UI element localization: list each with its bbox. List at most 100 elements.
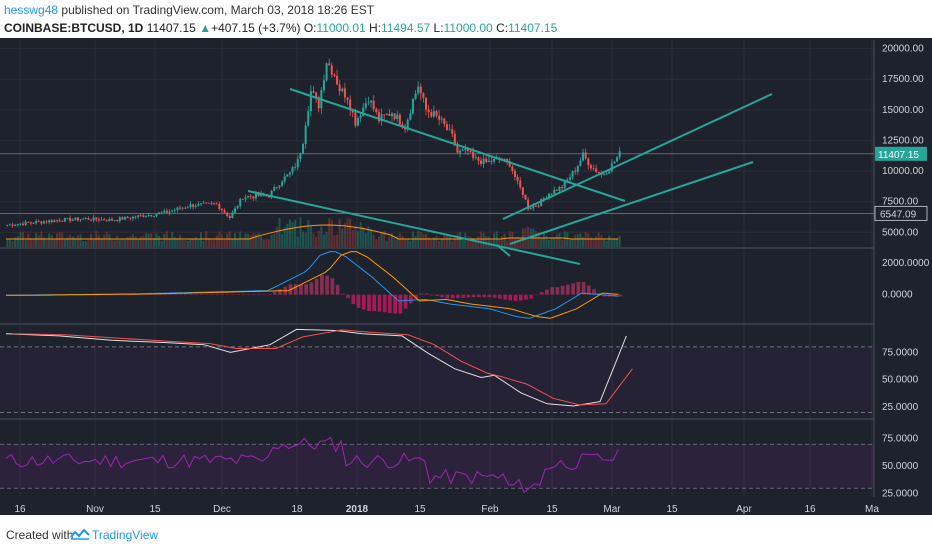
volume-bar bbox=[341, 228, 344, 247]
chart-area[interactable]: 16 Nov 15 Dec 18 2018 15 Feb 15 Mar 15 Apr 16 Ma 20000… bbox=[0, 38, 932, 515]
up-arrow-icon: ▲ bbox=[199, 21, 212, 35]
candle-body bbox=[527, 199, 530, 210]
candle-body bbox=[616, 157, 619, 162]
candle-body bbox=[126, 216, 129, 218]
macd-histogram-bar bbox=[555, 287, 560, 295]
volume-bar bbox=[194, 237, 197, 247]
volume-bar bbox=[192, 238, 195, 247]
chart-svg[interactable]: 16 Nov 15 Dec 18 2018 15 Feb 15 Mar 15 Apr 16 Ma 20000… bbox=[0, 38, 932, 515]
tradingview-brand[interactable]: TradingView bbox=[92, 528, 159, 542]
volume-bar bbox=[74, 237, 77, 247]
volume-bar bbox=[605, 240, 608, 247]
volume-bar bbox=[320, 226, 323, 247]
candle-body bbox=[474, 157, 477, 159]
macd-histogram-bar bbox=[210, 294, 214, 295]
panes bbox=[0, 40, 875, 497]
volume-bar bbox=[90, 234, 93, 247]
tradingview-logo-icon[interactable] bbox=[70, 527, 90, 541]
volume-bar bbox=[595, 236, 598, 247]
volume-bar bbox=[459, 232, 462, 247]
volume-bar bbox=[220, 234, 223, 247]
author-link[interactable]: hesswg48 bbox=[4, 3, 59, 17]
candle-body bbox=[307, 111, 310, 126]
volume-bar bbox=[443, 234, 446, 247]
macd-histogram-bar bbox=[550, 287, 555, 295]
volume-bar bbox=[294, 219, 297, 247]
candle-body bbox=[254, 193, 257, 199]
volume-bar bbox=[322, 234, 325, 247]
volume-bar bbox=[553, 238, 556, 247]
macd-histogram-bar bbox=[518, 294, 523, 301]
candle-body bbox=[66, 217, 69, 219]
trendline bbox=[289, 88, 626, 202]
volume-bar bbox=[273, 233, 276, 247]
x-tick-label: 2018 bbox=[346, 504, 369, 515]
candle-body bbox=[516, 176, 519, 181]
macd-histogram-bar bbox=[262, 294, 267, 295]
candle-body bbox=[336, 75, 339, 85]
volume-bar bbox=[304, 232, 307, 247]
candle-body bbox=[105, 220, 108, 222]
candle-body bbox=[312, 91, 315, 93]
candle-body bbox=[304, 125, 307, 144]
macd-histogram-bar bbox=[351, 294, 356, 305]
candle-body bbox=[568, 177, 571, 180]
candle-body bbox=[364, 103, 367, 108]
price-change: +407.15 (+3.7%) bbox=[211, 21, 301, 35]
candle-body bbox=[537, 205, 540, 207]
candle-body bbox=[40, 221, 43, 224]
candle-body bbox=[367, 102, 370, 104]
volume-bar bbox=[19, 232, 22, 247]
volume-bar bbox=[385, 240, 388, 247]
volume-bar bbox=[84, 240, 87, 247]
macd-histogram-bar bbox=[508, 294, 513, 301]
volume-bar bbox=[179, 235, 182, 247]
x-tick-label: 16 bbox=[804, 504, 816, 515]
candle-body bbox=[61, 221, 64, 223]
volume-bar bbox=[139, 236, 142, 247]
volume-bar bbox=[566, 232, 569, 247]
macd-histogram-bar bbox=[356, 294, 361, 308]
volume-bar bbox=[398, 233, 401, 247]
volume-bar bbox=[244, 233, 247, 247]
candle-body bbox=[192, 204, 195, 207]
candle-body bbox=[388, 113, 391, 116]
macd-histogram-bar bbox=[361, 294, 366, 310]
volume-bar bbox=[32, 239, 35, 247]
macd-histogram-bar bbox=[267, 294, 272, 295]
macd-histogram-bar bbox=[335, 284, 340, 295]
candle-body bbox=[74, 217, 77, 220]
volume-bar bbox=[555, 234, 558, 247]
volume-bar bbox=[474, 240, 477, 247]
candle-body bbox=[90, 219, 93, 221]
candle-body bbox=[286, 174, 289, 177]
volume-bar bbox=[370, 228, 373, 247]
candle-body bbox=[582, 152, 585, 161]
symbol-label[interactable]: COINBASE:BTCUSD, 1D bbox=[4, 21, 144, 35]
volume-bar bbox=[349, 218, 352, 247]
candle-body bbox=[35, 221, 38, 224]
candle-body bbox=[511, 166, 514, 172]
volume-bar bbox=[158, 236, 161, 247]
candle-body bbox=[87, 218, 90, 220]
volume-bar bbox=[493, 233, 496, 247]
symbol-info: COINBASE:BTCUSD, 1D 11407.15 ▲+407.15 (+… bbox=[4, 21, 557, 35]
candle-body bbox=[485, 158, 488, 163]
volume-bar bbox=[226, 233, 229, 247]
y-tick-label: 7500.00 bbox=[882, 197, 919, 208]
volume-bar bbox=[116, 235, 119, 247]
volume-bar bbox=[147, 233, 150, 247]
candle-body bbox=[97, 219, 100, 221]
volume-bar bbox=[579, 233, 582, 247]
grid bbox=[0, 40, 874, 497]
macd-histogram-bar bbox=[372, 294, 377, 312]
candle-body bbox=[443, 118, 446, 125]
volume-bar bbox=[76, 235, 79, 247]
candle-body bbox=[79, 219, 82, 221]
y-tick-label: 75.0000 bbox=[882, 434, 919, 445]
volume-bar bbox=[241, 237, 244, 247]
volume-bar bbox=[309, 226, 312, 247]
volume-bar bbox=[249, 235, 252, 247]
candle-body bbox=[137, 215, 140, 218]
candle-body bbox=[422, 93, 425, 98]
